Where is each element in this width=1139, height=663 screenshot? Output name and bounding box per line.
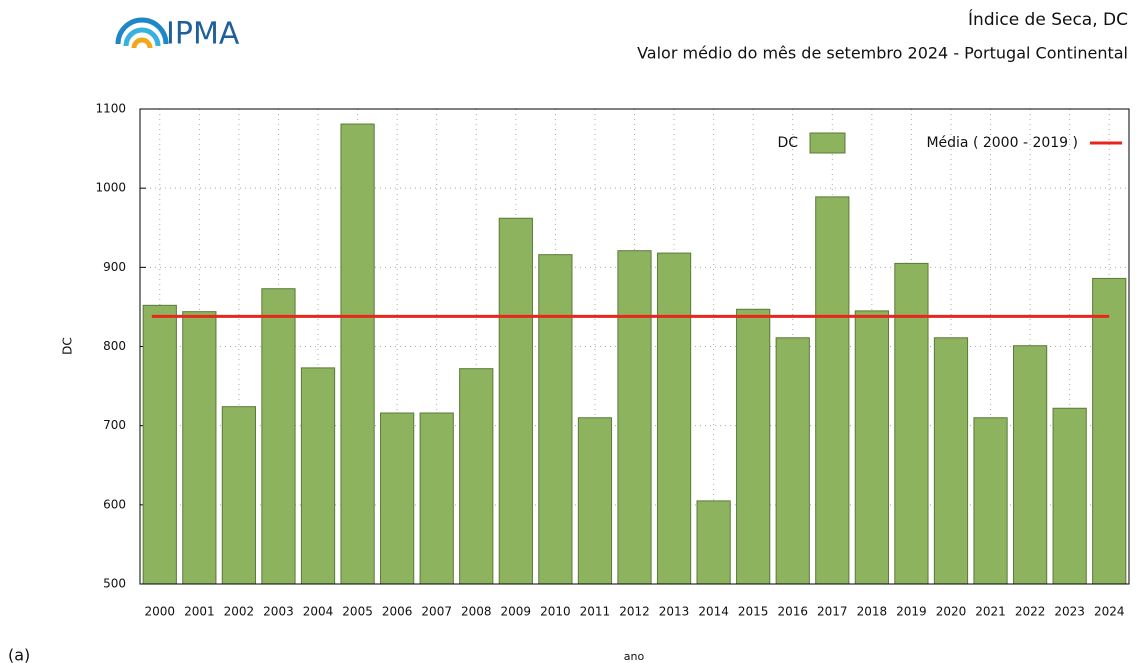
bar (696, 500, 731, 585)
chart-subtitle: Valor médio do mês de setembro 2024 - Po… (637, 44, 1128, 63)
x-tick-label: 2020 (936, 605, 967, 619)
x-tick-label: 2008 (461, 605, 492, 619)
bar (459, 368, 494, 585)
x-tick-label: 2003 (263, 605, 294, 619)
bar (577, 417, 613, 585)
y-tick-label: 1000 (95, 181, 126, 195)
y-tick-label: 500 (103, 577, 126, 591)
bar (1012, 345, 1048, 585)
panel-label: (a) (8, 646, 30, 663)
bar (617, 250, 652, 585)
x-tick-label: 2004 (303, 605, 334, 619)
bar (656, 252, 692, 585)
bar (261, 288, 296, 585)
bar (340, 123, 375, 585)
x-tick-label: 2011 (580, 605, 611, 619)
x-tick-label: 2018 (857, 605, 888, 619)
bar (1092, 277, 1127, 585)
legend-label: DC (777, 135, 798, 151)
x-tick-label: 2007 (421, 605, 452, 619)
x-tick-label: 2015 (738, 605, 769, 619)
plot-frame (139, 108, 1130, 585)
x-tick-label: 2019 (896, 605, 927, 619)
x-axis-label: ano (624, 650, 645, 663)
bar (419, 412, 454, 585)
y-tick-label: 1100 (95, 102, 126, 116)
logo: IPMA (115, 17, 240, 52)
y-axis-label: DC (61, 337, 75, 355)
x-tick-label: 2021 (975, 605, 1006, 619)
x-tick-label: 2006 (382, 605, 413, 619)
bar (775, 337, 810, 585)
bar (894, 262, 929, 585)
x-tick-label: 2014 (698, 605, 729, 619)
x-tick-label: 2023 (1054, 605, 1085, 619)
bar (815, 196, 850, 585)
x-tick-label: 2010 (540, 605, 571, 619)
legend-swatch (809, 132, 846, 154)
x-tick-label: 2009 (501, 605, 532, 619)
x-tick-label: 2016 (777, 605, 808, 619)
chart-title: Índice de Seca, DC (968, 8, 1128, 30)
bar (221, 406, 257, 585)
bar (1052, 407, 1087, 585)
logo-text: IPMA (166, 17, 240, 52)
x-tick-label: 2024 (1094, 605, 1125, 619)
legend-label: Média ( 2000 - 2019 ) (926, 135, 1078, 151)
y-tick-label: 800 (103, 339, 126, 353)
y-tick-label: 900 (103, 260, 126, 274)
x-tick-label: 2000 (145, 605, 176, 619)
bar (973, 417, 1008, 585)
bar (380, 412, 415, 585)
x-tick-label: 2022 (1015, 605, 1046, 619)
bar (300, 367, 336, 585)
bar (182, 311, 217, 585)
bar (933, 337, 969, 585)
x-tick-label: 2001 (184, 605, 215, 619)
x-tick-label: 2002 (224, 605, 255, 619)
x-tick-label: 2012 (619, 605, 650, 619)
bar (736, 308, 771, 585)
bar (854, 310, 889, 585)
bar (538, 254, 573, 585)
x-tick-label: 2013 (659, 605, 690, 619)
x-tick-label: 2017 (817, 605, 848, 619)
x-tick-label: 2005 (342, 605, 373, 619)
y-tick-label: 600 (103, 497, 126, 511)
bar (498, 217, 533, 585)
bar (142, 304, 177, 585)
y-tick-label: 700 (103, 418, 126, 432)
